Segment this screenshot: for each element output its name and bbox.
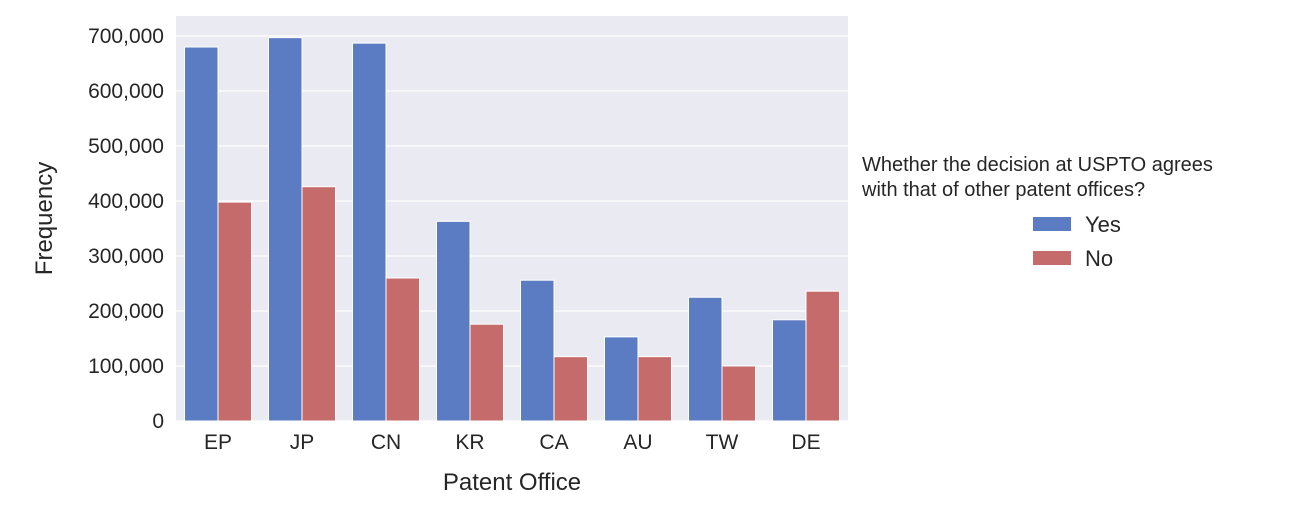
- x-tick-labels: EP JP CN KR CA AU TW DE: [204, 431, 821, 454]
- bars: [184, 37, 840, 422]
- y-tick-label: 700,000: [88, 25, 164, 48]
- y-tick-label: 0: [152, 410, 164, 433]
- bar-JP-no: [301, 186, 336, 422]
- y-tick-label: 100,000: [88, 355, 164, 378]
- x-tick-label: AU: [623, 431, 652, 454]
- legend-title-line-1: Whether the decision at USPTO agrees: [862, 154, 1213, 176]
- bar-CA-yes: [520, 279, 555, 422]
- x-tick-label: CA: [539, 431, 568, 454]
- x-axis-label: Patent Office: [443, 469, 581, 496]
- legend-label-yes: Yes: [1085, 212, 1121, 237]
- bar-CA-no: [553, 356, 588, 422]
- x-tick-label: DE: [791, 431, 820, 454]
- bar-EP-yes: [184, 46, 219, 422]
- bar-TW-yes: [688, 296, 723, 422]
- legend-title-line-2: with that of other patent offices?: [861, 179, 1145, 201]
- legend: Whether the decision at USPTO agrees wit…: [861, 154, 1213, 271]
- legend-swatch-yes: [1033, 217, 1071, 231]
- x-tick-label: KR: [455, 431, 484, 454]
- bar-TW-no: [721, 365, 756, 422]
- y-tick-label: 300,000: [88, 245, 164, 268]
- x-tick-label: EP: [204, 431, 232, 454]
- legend-swatch-no: [1033, 251, 1071, 265]
- bar-AU-no: [637, 356, 672, 422]
- y-tick-labels: 0 100,000 200,000 300,000 400,000 500,000 600,…: [88, 25, 164, 433]
- bar-EP-no: [217, 201, 252, 422]
- x-tick-label: CN: [371, 431, 401, 454]
- y-tick-label: 200,000: [88, 300, 164, 323]
- bar-CN-yes: [352, 42, 387, 422]
- x-tick-label: JP: [290, 431, 315, 454]
- bar-DE-yes: [772, 319, 807, 422]
- x-tick-label: TW: [706, 431, 739, 454]
- bar-CN-no: [385, 277, 420, 422]
- bar-KR-yes: [436, 220, 471, 422]
- legend-label-no: No: [1085, 246, 1113, 271]
- y-axis-label: Frequency: [31, 162, 58, 275]
- bar-KR-no: [469, 323, 504, 422]
- bar-DE-no: [805, 290, 840, 422]
- y-tick-label: 600,000: [88, 80, 164, 103]
- y-tick-label: 400,000: [88, 190, 164, 213]
- y-tick-label: 500,000: [88, 135, 164, 158]
- bar-AU-yes: [604, 336, 639, 422]
- bar-JP-yes: [268, 37, 303, 422]
